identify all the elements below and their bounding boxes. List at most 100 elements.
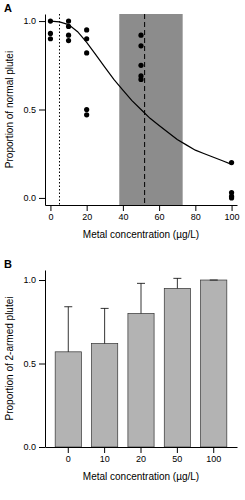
reference-line (144, 14, 145, 205)
point (66, 18, 71, 23)
tick-label: 100 (225, 212, 240, 222)
point (138, 43, 143, 48)
y-axis-title: Proportion of normal plutei (4, 51, 15, 168)
axis-line (46, 205, 238, 206)
error-cap (64, 306, 72, 307)
tick-label: 0 (66, 454, 71, 464)
tick: 20 (136, 447, 146, 464)
tick-label: 50 (172, 454, 182, 464)
reference-line (59, 14, 60, 205)
tick: 80 (191, 205, 201, 222)
tick: 1.0 (23, 275, 45, 285)
error-cap (137, 283, 145, 284)
x-axis: 0 20 40 60 80 100 (46, 205, 240, 222)
y-axis: 0.0 0.5 1.0 (23, 15, 45, 206)
tick: 20 (82, 205, 92, 222)
tick-mark (39, 110, 45, 111)
tick: 60 (155, 205, 165, 222)
y-axis-title: Proportion of 2-armed plutei (4, 297, 15, 421)
tick: 100 (206, 447, 221, 464)
error-bar (64, 307, 72, 352)
tick-mark (104, 447, 105, 453)
tick-mark (50, 205, 51, 211)
tick-mark (232, 205, 233, 211)
tick-label: 100 (206, 454, 221, 464)
tick-label: 60 (155, 212, 165, 222)
tick: 10 (100, 447, 110, 464)
tick-mark (39, 21, 45, 22)
point (84, 107, 89, 112)
tick: 0.5 (23, 105, 45, 115)
x-axis-title: Metal concentration (µg/L) (83, 471, 199, 482)
tick-mark (39, 447, 45, 448)
tick-mark (39, 280, 45, 281)
tick: 40 (118, 205, 128, 222)
tick-label: 1.0 (23, 16, 36, 26)
point (84, 50, 89, 55)
error-cap (101, 308, 109, 309)
point (66, 38, 71, 43)
error-cap (173, 278, 181, 279)
bar (55, 352, 81, 447)
tick-mark (87, 205, 88, 211)
point (84, 112, 89, 117)
tick-mark (123, 205, 124, 211)
y-axis: 0.00.51.0 (23, 271, 45, 453)
figure: 0204060801000.00.51.0AMetal concentratio… (0, 0, 245, 500)
tick-mark (39, 364, 45, 365)
point (229, 195, 234, 200)
tick-label: 80 (191, 212, 201, 222)
tick-mark (159, 205, 160, 211)
point (138, 33, 143, 38)
fit-line (50, 21, 231, 164)
error-bar (173, 278, 181, 288)
bar (164, 288, 190, 447)
error-line (104, 308, 105, 343)
tick-mark (213, 447, 214, 453)
error-bar (101, 308, 109, 343)
panel: 0 20 40 60 80 100 0.0 0.5 1.0 A Metal concentratio… (4, 2, 240, 240)
tick-label: 0.0 (23, 442, 36, 452)
tick-label: 0.0 (23, 193, 36, 203)
x-axis: 0 10 20 50 100 (46, 447, 238, 464)
error-cap (210, 280, 218, 281)
error-bar (137, 283, 145, 313)
tick-mark (68, 447, 69, 453)
point (84, 27, 89, 32)
tick-label: 40 (118, 212, 128, 222)
tick-label: 20 (82, 212, 92, 222)
tick: 100 (225, 205, 240, 222)
bar (128, 313, 154, 447)
tick-label: 1.0 (23, 275, 36, 285)
axis-line (45, 15, 46, 206)
point (138, 77, 143, 82)
axis-line (45, 271, 46, 448)
error-line (177, 278, 178, 288)
tick-label: 0 (48, 212, 53, 222)
tick: 1.0 (23, 16, 45, 26)
tick-label: 0.5 (23, 105, 36, 115)
point (66, 33, 71, 38)
panel-label: A (4, 2, 12, 14)
x-axis-title: Metal concentration (µg/L) (83, 229, 199, 240)
shaded-range (119, 14, 182, 205)
tick: 0 (66, 447, 71, 464)
tick-label: 20 (136, 454, 146, 464)
tick: 0.0 (23, 193, 45, 203)
point (48, 31, 53, 36)
tick-label: 10 (100, 454, 110, 464)
tick-mark (141, 447, 142, 453)
tick-mark (177, 447, 178, 453)
tick: 0.0 (23, 442, 45, 452)
point (48, 36, 53, 41)
tick: 50 (172, 447, 182, 464)
bar (201, 280, 227, 447)
panel: 01020501000.00.51.0BMetal concentration … (4, 258, 238, 482)
plot-area (55, 278, 227, 447)
error-line (68, 307, 69, 352)
tick-mark (195, 205, 196, 211)
bar (92, 343, 118, 447)
plot-area (48, 14, 234, 205)
point (138, 63, 143, 68)
tick-mark (39, 198, 45, 199)
